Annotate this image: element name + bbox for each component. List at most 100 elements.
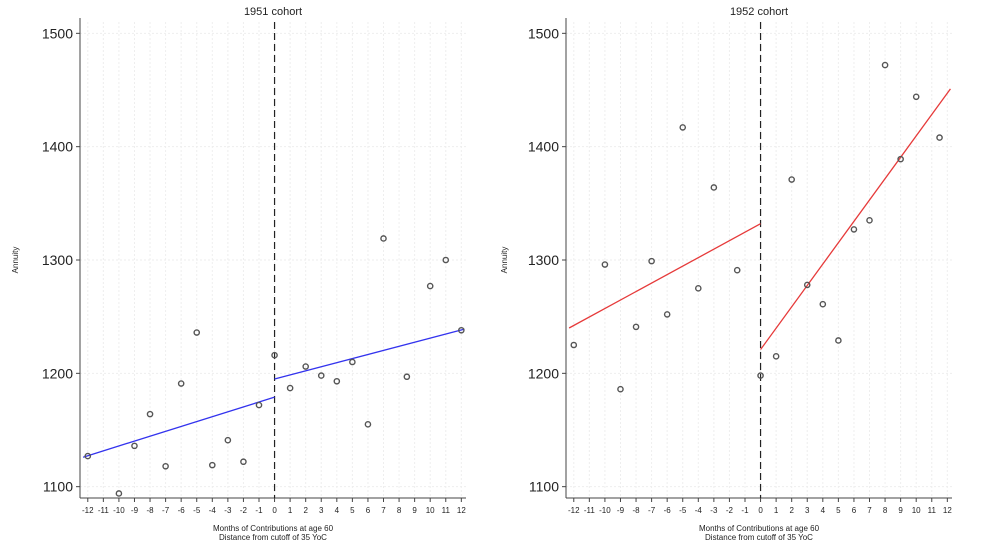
x-tick-label: 7: [867, 506, 872, 515]
x-tick-label: 11: [928, 506, 937, 515]
x-tick-label: 4: [335, 506, 340, 515]
chart-title: 1951 cohort: [244, 6, 302, 18]
data-point: [115, 490, 123, 497]
data-point: [570, 341, 578, 349]
data-point: [286, 384, 294, 392]
y-axis-label: Annuity: [500, 247, 509, 274]
x-tick-label: -9: [131, 506, 139, 515]
data-point: [694, 285, 702, 292]
y-tick-label: 1100: [43, 479, 73, 495]
x-tick-label: 3: [805, 506, 810, 515]
x-tick-label: -11: [584, 506, 596, 515]
data-point: [224, 436, 232, 444]
fit-line-left: [568, 223, 761, 329]
data-point: [881, 61, 889, 69]
data-point: [788, 176, 795, 183]
data-point: [317, 372, 325, 379]
y-axis-label: Annuity: [11, 247, 20, 274]
data-point: [733, 266, 741, 274]
data-point: [617, 385, 624, 393]
data-point: [819, 300, 827, 308]
x-axis-sublabel: Distance from cutoff of 35 YoC: [705, 533, 813, 542]
data-point: [193, 329, 201, 336]
y-tick-label: 1200: [42, 365, 73, 381]
x-tick-label: -11: [98, 506, 110, 515]
x-tick-label: -6: [178, 506, 186, 515]
data-point: [333, 377, 341, 385]
data-point: [208, 461, 216, 469]
data-point: [710, 184, 718, 191]
data-point: [380, 235, 387, 242]
data-point: [349, 358, 356, 366]
chart-title: 1952 cohort: [730, 6, 788, 18]
data-point: [146, 410, 154, 418]
x-tick-label: 5: [836, 506, 841, 515]
data-point: [912, 93, 920, 101]
fit-line-right: [760, 88, 951, 350]
x-tick-label: 5: [350, 506, 355, 515]
x-tick-label: 9: [898, 506, 903, 515]
x-tick-label: -3: [224, 506, 232, 515]
data-point: [403, 373, 411, 381]
x-tick-label: 4: [821, 506, 826, 515]
y-tick-label: 1100: [529, 479, 559, 495]
data-point: [679, 124, 687, 131]
panel-1952-cohort: 1952 cohort Annuity Months of Contributi…: [500, 6, 952, 542]
x-tick-label: -7: [162, 506, 170, 515]
x-tick-label: 6: [852, 506, 857, 515]
x-tick-label: -6: [664, 506, 672, 515]
x-tick-label: 8: [883, 506, 888, 515]
x-tick-label: -4: [209, 506, 217, 515]
y-tick-label: 1200: [528, 365, 559, 381]
x-tick-label: 9: [412, 506, 417, 515]
fit-line-right: [274, 328, 465, 380]
data-point: [897, 155, 904, 163]
x-tick-label: 10: [426, 506, 435, 515]
x-tick-label: -7: [648, 506, 656, 515]
x-tick-label: 3: [319, 506, 324, 515]
x-tick-label: -5: [193, 506, 201, 515]
x-tick-label: -1: [255, 506, 263, 515]
data-point: [442, 256, 450, 264]
x-tick-label: -8: [632, 506, 640, 515]
data-point: [772, 353, 780, 360]
x-tick-label: 8: [397, 506, 402, 515]
data-point: [162, 462, 169, 470]
x-tick-label: 1: [774, 506, 779, 515]
y-tick-label: 1300: [42, 252, 73, 268]
x-tick-label: -12: [568, 506, 580, 515]
data-point: [255, 401, 263, 409]
data-point: [601, 261, 609, 268]
data-point: [648, 257, 655, 265]
data-point: [850, 226, 858, 233]
x-tick-label: -4: [695, 506, 703, 515]
x-axis-sublabel: Distance from cutoff of 35 YoC: [219, 533, 327, 542]
data-point: [177, 380, 185, 387]
x-tick-label: -12: [82, 506, 94, 515]
y-tick-label: 1300: [528, 252, 559, 268]
data-point: [426, 282, 434, 290]
x-tick-label: 2: [303, 506, 308, 515]
panel-1951-cohort: 1951 cohort Annuity Months of Contributi…: [11, 6, 466, 542]
data-point: [364, 421, 372, 428]
data-point: [757, 372, 764, 379]
data-point: [84, 452, 92, 460]
x-tick-label: 7: [381, 506, 386, 515]
data-point: [302, 363, 309, 370]
x-tick-label: 10: [912, 506, 921, 515]
x-tick-label: -10: [599, 506, 611, 515]
x-tick-label: -1: [741, 506, 749, 515]
data-point: [458, 326, 465, 334]
x-axis-label: Months of Contributions at age 60: [699, 524, 820, 533]
x-tick-label: 12: [943, 506, 952, 515]
data-point: [131, 442, 138, 450]
x-tick-label: 2: [789, 506, 794, 515]
x-tick-label: -9: [617, 506, 625, 515]
x-tick-label: 0: [758, 506, 763, 515]
x-tick-label: -5: [679, 506, 687, 515]
data-point: [632, 323, 640, 331]
y-tick-label: 1400: [528, 139, 559, 155]
x-tick-label: 6: [366, 506, 371, 515]
x-tick-label: 1: [288, 506, 293, 515]
